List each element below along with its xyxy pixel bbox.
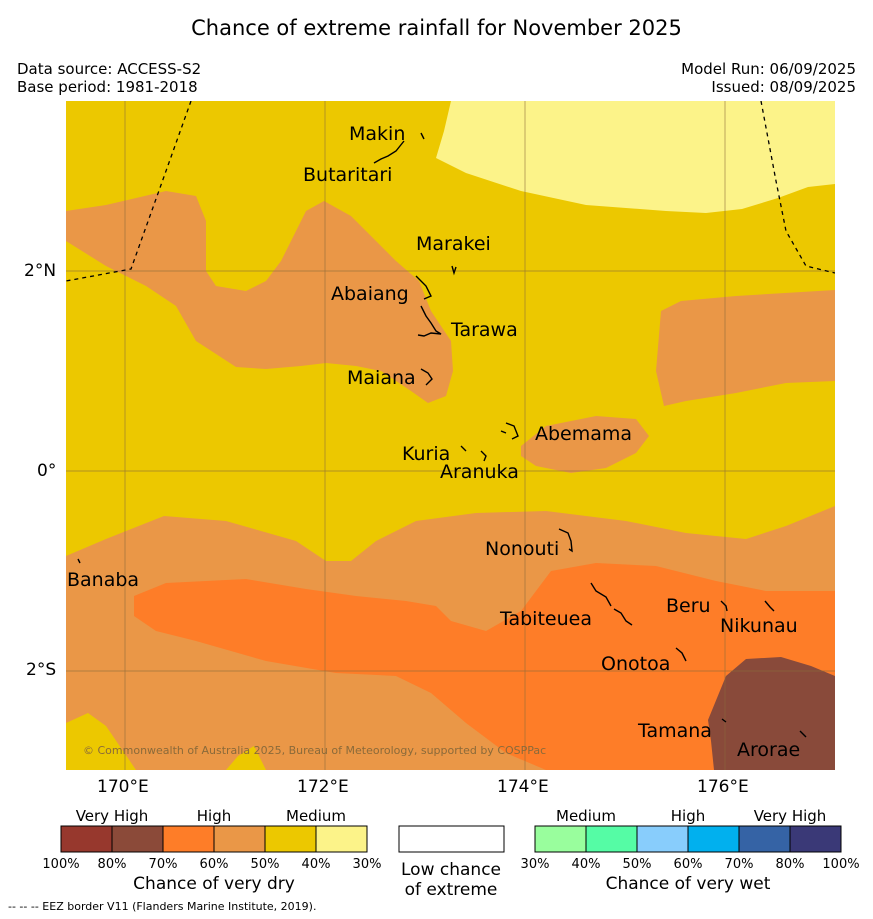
place-makin[interactable]: Makin	[349, 123, 405, 145]
place-onotoa[interactable]: Onotoa	[601, 653, 670, 675]
dry-caption: Chance of very dry	[133, 874, 295, 894]
legend-wet-bar	[534, 825, 842, 853]
zone-high-dry-north	[66, 191, 453, 403]
zone-high-dry-70	[134, 563, 835, 770]
lon-label-176e: 176°E	[697, 777, 749, 797]
swatch-low-chance	[398, 825, 505, 853]
dry-tick-60: 60%	[200, 857, 229, 872]
place-nonouti[interactable]: Nonouti	[485, 538, 559, 560]
swatch-dry-50	[264, 825, 317, 853]
zone-medium-dry-s	[226, 746, 266, 770]
wet-tick-60: 60%	[674, 857, 703, 872]
data-source: Data source: ACCESS-S2	[17, 60, 202, 78]
place-tabiteuea[interactable]: Tabiteuea	[499, 608, 592, 630]
copyright: © Commonwealth of Australia 2025, Bureau…	[83, 744, 546, 757]
place-beru[interactable]: Beru	[666, 595, 711, 617]
swatch-dry-70	[162, 825, 215, 853]
place-maiana[interactable]: Maiana	[347, 367, 416, 389]
place-nikunau[interactable]: Nikunau	[720, 615, 798, 637]
legend-wet-high: High	[671, 807, 705, 825]
legend-dry-very-high: Very High	[76, 807, 149, 825]
model-run: Model Run: 06/09/2025	[681, 60, 856, 78]
wet-tick-30: 30%	[521, 857, 550, 872]
eez-footnote: -- -- -- EEZ border V11 (Flanders Marine…	[8, 900, 317, 913]
dry-tick-40: 40%	[302, 857, 331, 872]
zone-medium-dry-sw	[66, 713, 136, 770]
lat-label-2n: 2°N	[24, 261, 57, 281]
island-outlines	[77, 132, 807, 738]
wet-tick-70: 70%	[725, 857, 754, 872]
lon-label-174e: 174°E	[497, 777, 549, 797]
place-tamana[interactable]: Tamana	[637, 720, 712, 742]
low-caption-line1: Low chance	[401, 860, 501, 880]
low-caption-line2: of extreme	[405, 880, 498, 900]
legend-wet-very-high: Very High	[754, 807, 827, 825]
swatch-wet-30	[534, 825, 587, 853]
zone-high-dry-abemama	[521, 416, 649, 473]
place-marakei[interactable]: Marakei	[416, 233, 491, 255]
lat-label-0: 0°	[37, 461, 57, 481]
wet-tick-100: 100%	[822, 857, 859, 872]
legend-dry-medium: Medium	[286, 807, 346, 825]
legend-dry-high: High	[197, 807, 231, 825]
lat-label-2s: 2°S	[26, 660, 57, 680]
swatch-wet-60	[687, 825, 740, 853]
swatch-dry-60	[213, 825, 266, 853]
legend-wet-medium: Medium	[556, 807, 616, 825]
place-butaritari[interactable]: Butaritari	[303, 164, 392, 186]
data-info: Data source: ACCESS-S2 Base period: 1981…	[17, 60, 201, 96]
swatch-dry-80	[111, 825, 164, 853]
wet-tick-40: 40%	[572, 857, 601, 872]
lon-label-170e: 170°E	[97, 777, 149, 797]
dry-tick-80: 80%	[98, 857, 127, 872]
wet-tick-50: 50%	[623, 857, 652, 872]
base-period: Base period: 1981-2018	[17, 78, 198, 96]
swatch-dry-100	[60, 825, 113, 853]
wet-tick-80: 80%	[776, 857, 805, 872]
place-abemama[interactable]: Abemama	[535, 423, 632, 445]
eez-border	[66, 101, 835, 282]
place-banaba[interactable]: Banaba	[67, 569, 139, 591]
swatch-wet-80	[789, 825, 842, 853]
issued-date: Issued: 08/09/2025	[711, 78, 856, 96]
place-kuria[interactable]: Kuria	[402, 443, 450, 465]
place-abaiang[interactable]: Abaiang	[331, 283, 409, 305]
dry-tick-30: 30%	[353, 857, 382, 872]
gridlines	[66, 101, 835, 770]
place-tarawa[interactable]: Tarawa	[450, 319, 518, 341]
swatch-wet-50	[636, 825, 689, 853]
zone-pale-yellow	[436, 101, 835, 213]
swatch-wet-70	[738, 825, 791, 853]
dry-tick-70: 70%	[149, 857, 178, 872]
run-info: Model Run: 06/09/2025 Issued: 08/09/2025	[681, 60, 856, 96]
place-labels: Makin Butaritari Marakei Abaiang Tarawa …	[67, 123, 800, 761]
lon-label-172e: 172°E	[297, 777, 349, 797]
rainfall-map[interactable]: Makin Butaritari Marakei Abaiang Tarawa …	[66, 101, 835, 770]
dry-tick-50: 50%	[251, 857, 280, 872]
swatch-dry-40	[315, 825, 368, 853]
zone-high-dry-east	[656, 290, 835, 406]
chart-title: Chance of extreme rainfall for November …	[191, 16, 682, 40]
swatch-wet-40	[585, 825, 638, 853]
dry-tick-100: 100%	[42, 857, 79, 872]
wet-caption: Chance of very wet	[606, 874, 771, 894]
place-arorae[interactable]: Arorae	[737, 739, 800, 761]
place-aranuka[interactable]: Aranuka	[440, 461, 519, 483]
zone-very-dry	[708, 657, 835, 770]
legend-dry-bar	[60, 825, 368, 853]
